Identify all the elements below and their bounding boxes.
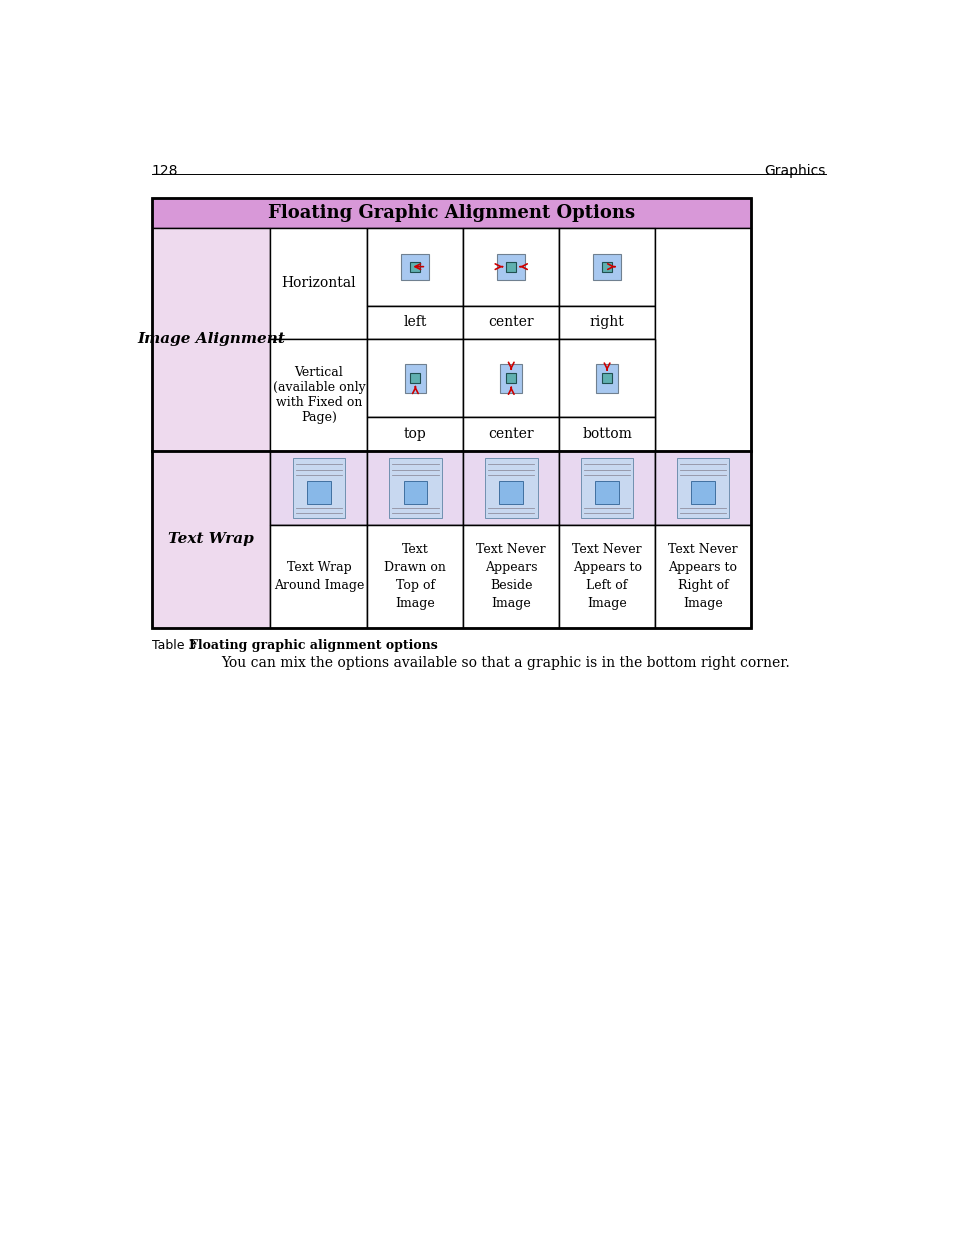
- Text: You can mix the options available so that a graphic is in the bottom right corne: You can mix the options available so tha…: [221, 656, 789, 671]
- Text: Graphics: Graphics: [764, 163, 825, 178]
- Bar: [401, 253, 429, 280]
- Bar: [367, 340, 463, 417]
- Bar: [463, 451, 558, 525]
- Bar: [404, 363, 426, 393]
- Bar: [463, 227, 558, 306]
- Bar: [152, 451, 270, 627]
- Bar: [601, 262, 612, 272]
- Bar: [367, 451, 463, 525]
- Bar: [463, 525, 558, 627]
- Bar: [463, 306, 558, 340]
- Bar: [596, 363, 618, 393]
- Bar: [497, 253, 525, 280]
- Bar: [463, 417, 558, 451]
- Bar: [690, 482, 714, 504]
- Bar: [410, 262, 420, 272]
- Text: left: left: [403, 315, 427, 330]
- Text: top: top: [403, 427, 426, 441]
- Bar: [307, 482, 331, 504]
- Bar: [463, 525, 558, 627]
- Bar: [500, 363, 521, 393]
- Text: Text Never
Appears to
Left of
Image: Text Never Appears to Left of Image: [572, 543, 641, 610]
- Bar: [367, 525, 463, 627]
- Bar: [367, 417, 463, 451]
- Bar: [367, 417, 463, 451]
- Bar: [655, 525, 750, 627]
- Text: Image Alignment: Image Alignment: [137, 332, 285, 346]
- Bar: [389, 458, 441, 517]
- Bar: [403, 482, 427, 504]
- Bar: [270, 525, 367, 627]
- Bar: [558, 417, 655, 451]
- Bar: [506, 262, 516, 272]
- Bar: [558, 451, 655, 525]
- Bar: [463, 306, 558, 340]
- Text: Table 3: Table 3: [152, 640, 196, 652]
- Bar: [484, 458, 537, 517]
- Bar: [601, 373, 612, 383]
- Bar: [558, 525, 655, 627]
- Bar: [558, 227, 655, 306]
- Text: center: center: [488, 427, 534, 441]
- Bar: [580, 458, 633, 517]
- Bar: [152, 199, 750, 627]
- Text: bottom: bottom: [581, 427, 632, 441]
- Text: Text Never
Appears
Beside
Image: Text Never Appears Beside Image: [476, 543, 545, 610]
- Bar: [558, 340, 655, 417]
- Text: Horizontal: Horizontal: [281, 277, 355, 290]
- Bar: [655, 451, 750, 525]
- Bar: [367, 525, 463, 627]
- Bar: [463, 340, 558, 417]
- Bar: [270, 227, 367, 340]
- Bar: [152, 199, 750, 227]
- Text: Text Wrap: Text Wrap: [168, 532, 253, 546]
- Bar: [558, 306, 655, 340]
- Bar: [595, 482, 618, 504]
- Bar: [506, 373, 516, 383]
- Bar: [558, 525, 655, 627]
- Bar: [270, 451, 367, 525]
- Text: 128: 128: [152, 163, 178, 178]
- Bar: [558, 417, 655, 451]
- Bar: [655, 227, 750, 451]
- Bar: [410, 373, 420, 383]
- Bar: [558, 340, 655, 417]
- Bar: [293, 458, 345, 517]
- Bar: [655, 451, 750, 525]
- Bar: [558, 306, 655, 340]
- Text: right: right: [589, 315, 624, 330]
- Bar: [463, 340, 558, 417]
- Bar: [676, 458, 728, 517]
- Bar: [270, 340, 367, 451]
- Bar: [558, 451, 655, 525]
- Bar: [367, 227, 463, 306]
- Bar: [463, 227, 558, 306]
- Text: Text Never
Appears to
Right of
Image: Text Never Appears to Right of Image: [667, 543, 737, 610]
- Text: Text Wrap
Around Image: Text Wrap Around Image: [274, 561, 364, 592]
- Text: Floating Graphic Alignment Options: Floating Graphic Alignment Options: [268, 204, 635, 222]
- Bar: [463, 417, 558, 451]
- Bar: [463, 451, 558, 525]
- Bar: [367, 451, 463, 525]
- Text: center: center: [488, 315, 534, 330]
- Bar: [498, 482, 522, 504]
- Text: Floating graphic alignment options: Floating graphic alignment options: [189, 640, 437, 652]
- Text: Text
Drawn on
Top of
Image: Text Drawn on Top of Image: [384, 543, 446, 610]
- Bar: [270, 525, 367, 627]
- Bar: [152, 227, 270, 451]
- Bar: [655, 525, 750, 627]
- Bar: [367, 306, 463, 340]
- Bar: [593, 253, 620, 280]
- Bar: [270, 451, 367, 525]
- Bar: [367, 340, 463, 417]
- Text: Vertical
(available only
with Fixed on
Page): Vertical (available only with Fixed on P…: [273, 366, 365, 424]
- Bar: [367, 306, 463, 340]
- Bar: [558, 227, 655, 306]
- Bar: [367, 227, 463, 306]
